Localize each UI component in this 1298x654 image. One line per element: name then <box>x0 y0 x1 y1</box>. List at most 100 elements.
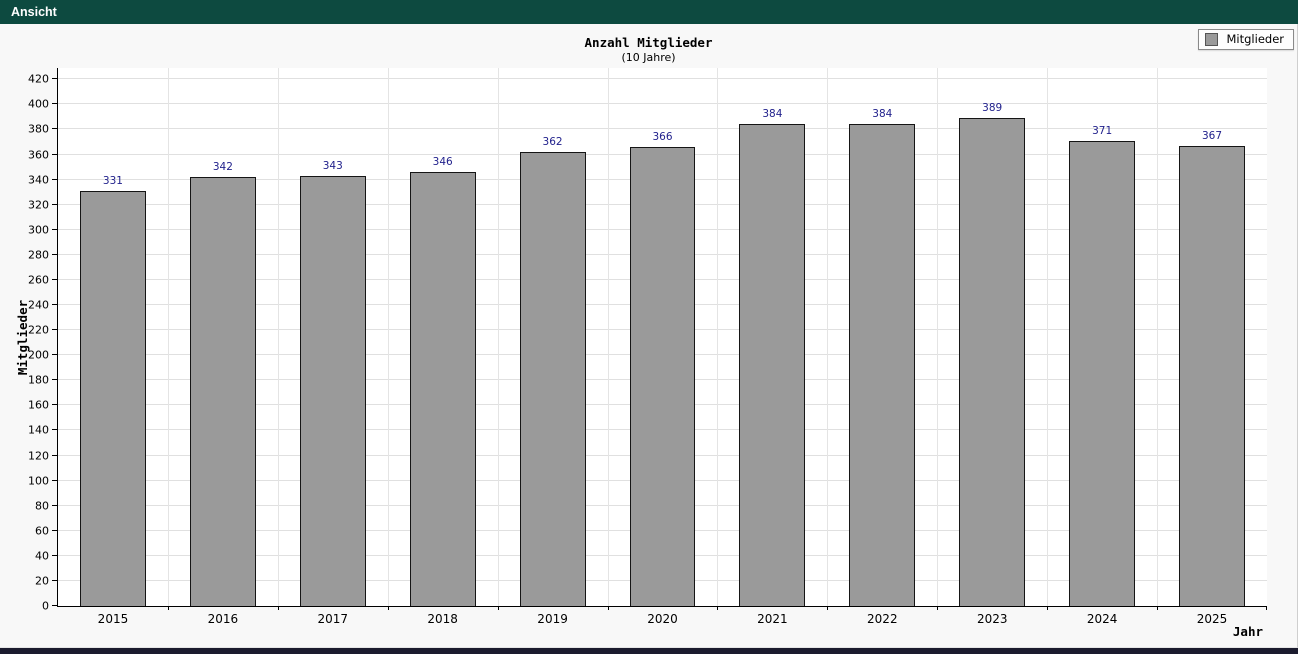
bar-value-label: 331 <box>102 174 123 187</box>
y-tick-label: 80 <box>35 499 49 513</box>
y-axis-tick <box>52 153 58 155</box>
bar-value-label: 346 <box>432 156 453 169</box>
bar <box>519 152 586 606</box>
x-axis-tick <box>827 606 829 610</box>
y-tick-label: 240 <box>28 298 49 312</box>
y-tick-label: 20 <box>35 574 49 588</box>
y-axis-tick <box>52 278 58 280</box>
y-tick-label: 160 <box>28 398 49 412</box>
y-tick-label: 40 <box>35 549 49 563</box>
menu-item-ansicht[interactable]: Ansicht <box>11 5 57 19</box>
y-axis-tick <box>52 554 58 556</box>
bar-slot: 342 <box>168 68 278 606</box>
y-tick-label: 380 <box>28 122 49 136</box>
bar-value-label: 384 <box>872 108 893 121</box>
y-axis-tick <box>52 128 58 130</box>
bar <box>959 118 1026 606</box>
y-tick-label: 400 <box>28 97 49 111</box>
bar-slot: 366 <box>608 68 718 606</box>
x-gridline <box>497 68 499 606</box>
y-axis-tick <box>52 404 58 406</box>
y-tick-label: 320 <box>28 198 49 212</box>
bar-value-label: 384 <box>762 108 783 121</box>
y-axis-tick <box>52 529 58 531</box>
legend[interactable]: Mitglieder <box>1197 29 1294 50</box>
bar-slot: 331 <box>58 68 168 606</box>
x-axis-tick <box>717 606 719 610</box>
y-tick-label: 300 <box>28 223 49 237</box>
bar <box>1179 145 1245 606</box>
y-axis-tick <box>52 454 58 456</box>
bar <box>189 177 256 606</box>
x-gridline <box>1157 68 1159 606</box>
y-tick-label: 260 <box>28 273 49 287</box>
x-category-label: 2020 <box>647 612 678 626</box>
x-axis-tick <box>937 606 939 610</box>
y-axis-tick <box>52 379 58 381</box>
x-axis-tick <box>1047 606 1049 610</box>
y-tick-label: 220 <box>28 323 49 337</box>
x-category-label: 2022 <box>867 612 898 626</box>
bar-slot: 384 <box>717 68 827 606</box>
bar <box>629 147 696 606</box>
bar-slot: 346 <box>388 68 498 606</box>
y-gridline <box>58 128 1267 130</box>
x-category-label: 2016 <box>207 612 239 626</box>
y-tick-label: 340 <box>28 173 49 187</box>
x-axis-tick <box>497 606 499 610</box>
bars-container: 331 342 343 346 362 366 384 384 389 371 367 <box>58 68 1267 606</box>
x-category-label: 2024 <box>1086 612 1118 626</box>
y-axis-tick <box>52 78 58 80</box>
x-labels-row: 2015 2016 2017 2018 2019 2020 2021 2022 2023 2024… <box>58 613 1267 627</box>
y-tick-label: 180 <box>28 373 49 387</box>
bar-value-label: 371 <box>1092 124 1113 137</box>
x-axis-title: Jahr <box>1232 624 1263 639</box>
x-gridline <box>717 68 719 606</box>
bar <box>739 124 806 606</box>
x-gridline <box>277 68 279 606</box>
y-axis-tick <box>52 203 58 205</box>
x-gridline <box>607 68 609 606</box>
bar <box>1069 140 1136 606</box>
bar-slot: 367 <box>1157 68 1267 606</box>
bar-slot: 389 <box>937 68 1047 606</box>
y-axis-tick <box>52 304 58 306</box>
chart-title: Anzahl Mitglieder <box>584 35 713 50</box>
y-tick-label: 0 <box>42 599 49 613</box>
y-axis-tick <box>52 103 58 105</box>
y-axis-tick <box>52 504 58 506</box>
x-axis-tick <box>1266 606 1267 610</box>
y-axis-tick <box>52 228 58 230</box>
x-category-label: 2021 <box>757 612 788 626</box>
plot-area: 0 20 40 60 80 100 120 140 160 180 200 220 240 260 280 3… <box>28 68 1267 626</box>
x-gridline <box>827 68 829 606</box>
x-category-label: 2018 <box>427 612 458 626</box>
x-axis-tick <box>1157 606 1159 610</box>
bar-slot: 362 <box>498 68 608 606</box>
bar-value-label: 389 <box>982 102 1003 115</box>
y-gridline <box>58 103 1267 105</box>
bar-slot: 371 <box>1047 68 1157 606</box>
legend-item-label: Mitglieder <box>1226 32 1285 46</box>
x-axis-tick <box>277 606 279 610</box>
menubar: Ansicht <box>0 0 1298 24</box>
y-axis-tick <box>52 354 58 356</box>
x-axis-tick <box>167 606 169 610</box>
y-tick-label: 200 <box>28 348 49 362</box>
chart-subtitle: (10 Jahre) <box>621 51 676 64</box>
y-gridline <box>58 78 1267 80</box>
x-axis-tick <box>387 606 389 610</box>
window-bottom-edge <box>0 648 1298 654</box>
y-tick-label: 420 <box>28 72 49 86</box>
y-tick-label: 280 <box>28 248 49 262</box>
bar <box>409 172 476 606</box>
bar-value-label: 366 <box>652 131 673 144</box>
y-axis-tick <box>52 479 58 481</box>
y-axis-tick <box>52 329 58 331</box>
bar-value-label: 342 <box>212 161 233 174</box>
bar-value-label: 362 <box>542 136 563 149</box>
bar-slot: 384 <box>827 68 937 606</box>
y-tick-label: 100 <box>28 474 49 488</box>
y-axis-tick <box>52 178 58 180</box>
